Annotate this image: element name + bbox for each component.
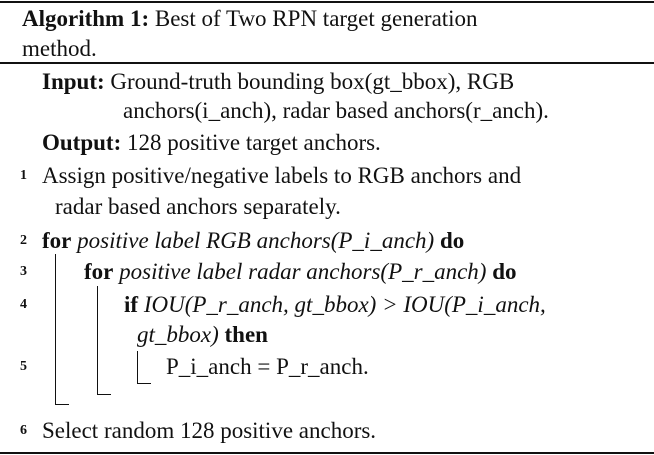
step-2-keyword-do: do (439, 228, 465, 253)
step-4-line-1: if IOU(P_r_anch, gt_bbox) > IOU(P_i_anch… (124, 291, 546, 319)
step-6-text: Select random 128 positive anchors. (42, 418, 377, 443)
step-2-line: for positive label RGB anchors(P_i_anch)… (42, 227, 464, 255)
step-4-condition-1: IOU(P_r_anch, gt_bbox) > IOU(P_i_anch, (143, 292, 546, 317)
step-5-line: P_i_anch = P_r_anch. (166, 353, 369, 381)
if-block-end (137, 383, 151, 384)
input-line-1: Input: Ground-truth bounding box(gt_bbox… (42, 68, 514, 96)
step-3-keyword-do: do (492, 259, 517, 284)
step-6-line: Select random 128 positive anchors. (42, 417, 376, 445)
step-2-condition: positive label RGB anchors(P_i_anch) (77, 228, 435, 253)
title-rule (0, 62, 654, 64)
inner-for-block-end (97, 394, 111, 395)
step-3-condition: positive label radar anchors(P_r_anch) (119, 259, 487, 284)
output-line: Output: 128 positive target anchors. (42, 129, 381, 157)
input-line-2: anchors(i_anch), radar based anchors(r_a… (123, 97, 549, 125)
for-block-bar (55, 254, 56, 404)
line-number-5: 5 (20, 359, 27, 374)
algorithm-title: Algorithm 1: Best of Two RPN target gene… (22, 4, 622, 64)
input-text-1: Ground-truth bounding box(gt_bbox), RGB (110, 69, 515, 94)
step-1-text-1: Assign positive/negative labels to RGB a… (42, 163, 522, 188)
bottom-rule (0, 452, 654, 454)
step-3-keyword: for (84, 259, 114, 284)
inner-for-block-bar (97, 286, 98, 394)
line-number-6: 6 (20, 423, 27, 438)
step-4-keyword-then: then (224, 322, 268, 347)
algorithm-label: Algorithm 1: (22, 6, 150, 31)
algorithm-title-line1: Best of Two RPN target generation (154, 6, 478, 31)
line-number-3: 3 (20, 264, 27, 279)
input-text-2: anchors(i_anch), radar based anchors(r_a… (123, 98, 549, 123)
line-number-1: 1 (20, 168, 27, 183)
step-1-line-2: radar based anchors separately. (55, 193, 341, 221)
algorithm-title-line2: method. (22, 36, 97, 61)
step-4-line-2: gt_bbox) then (137, 321, 268, 349)
top-rule (0, 1, 654, 3)
line-number-4: 4 (20, 297, 27, 312)
input-label: Input: (42, 69, 105, 94)
step-4-keyword: if (124, 292, 139, 317)
output-text: 128 positive target anchors. (127, 130, 381, 155)
if-block-bar (137, 351, 138, 383)
step-5-text: P_i_anch = P_r_anch. (166, 354, 369, 379)
for-block-end (55, 404, 69, 405)
step-2-keyword: for (42, 228, 72, 253)
step-4-condition-2: gt_bbox) (137, 322, 219, 347)
step-1-line-1: Assign positive/negative labels to RGB a… (42, 162, 521, 190)
line-number-2: 2 (20, 233, 27, 248)
output-label: Output: (42, 130, 122, 155)
step-1-text-2: radar based anchors separately. (55, 194, 341, 219)
step-3-line: for positive label radar anchors(P_r_anc… (84, 258, 517, 286)
